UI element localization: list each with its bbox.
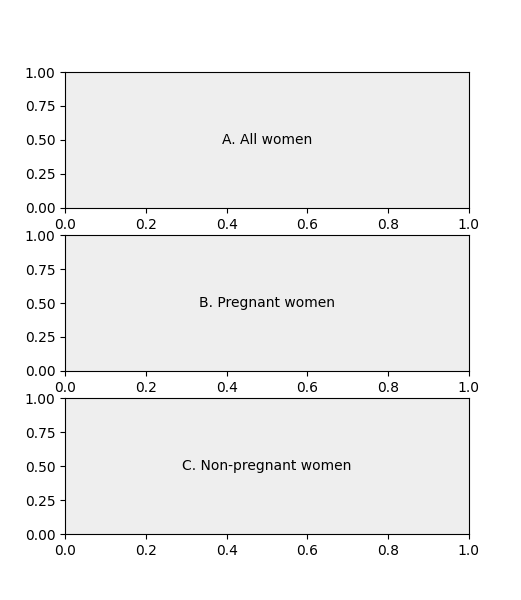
Text: A. All women: A. All women — [222, 133, 312, 147]
Text: B. Pregnant women: B. Pregnant women — [199, 296, 335, 310]
Text: C. Non-pregnant women: C. Non-pregnant women — [182, 459, 352, 473]
